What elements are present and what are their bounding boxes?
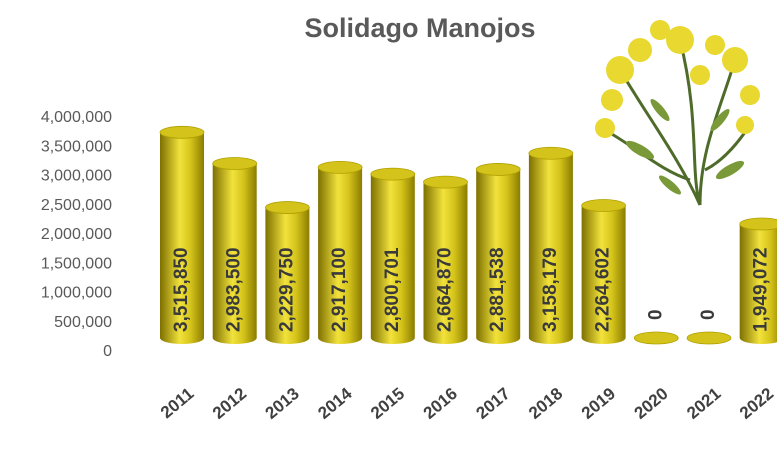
y-tick-label: 0 [103, 343, 112, 360]
bar: 2,229,750 [265, 202, 309, 344]
y-tick-label: 4,000,000 [41, 109, 112, 126]
bar-top [160, 126, 204, 138]
value-label: 2,664,870 [435, 247, 456, 332]
bar-top [265, 202, 309, 214]
bar: 2,264,602 [582, 200, 626, 344]
value-label: 2,800,701 [382, 247, 403, 332]
bar: 2,800,701 [371, 168, 415, 344]
x-tick-label: 2012 [209, 384, 250, 423]
bar-top [213, 157, 257, 169]
value-label: 2,983,500 [224, 247, 245, 332]
chart: Solidago Manojos 0 500,000 1,000,000 1,500,… [0, 0, 777, 458]
y-tick-label: 1,500,000 [41, 255, 112, 272]
x-tick-label: 2021 [683, 384, 724, 423]
value-label: 0 [698, 309, 719, 320]
value-label: 1,949,072 [751, 247, 772, 332]
value-label: 2,229,750 [276, 247, 297, 332]
x-tick-label: 2016 [420, 384, 461, 423]
x-tick-label: 2011 [157, 384, 197, 422]
y-tick-label: 500,000 [54, 314, 112, 331]
x-tick-label: 2019 [578, 384, 619, 423]
x-tick-label: 2014 [314, 384, 356, 423]
y-tick-label: 1,000,000 [41, 285, 112, 302]
bar-top [318, 161, 362, 173]
x-tick-label: 2017 [472, 384, 513, 423]
bar-top [740, 218, 777, 230]
bar: 3,515,850 [160, 126, 204, 344]
bar: 2,664,870 [424, 176, 468, 344]
bar-top [476, 163, 520, 175]
value-label: 3,515,850 [171, 247, 192, 332]
plant-illustration [595, 20, 760, 205]
y-tick-label: 2,000,000 [41, 226, 112, 243]
value-label: 2,881,538 [487, 247, 508, 332]
bar: 0 [634, 309, 678, 344]
bar-top [424, 176, 468, 188]
x-tick-label: 2022 [736, 384, 777, 423]
chart-title: Solidago Manojos [304, 13, 535, 43]
bar: 2,881,538 [476, 163, 520, 344]
x-tick-label: 2018 [525, 384, 566, 423]
value-label: 2,264,602 [593, 247, 614, 332]
bar: 0 [687, 309, 731, 344]
bar: 2,917,100 [318, 161, 362, 344]
bar: 3,158,179 [529, 147, 573, 344]
value-label: 3,158,179 [540, 247, 561, 332]
value-label: 0 [645, 309, 666, 320]
value-label: 2,917,100 [329, 247, 350, 332]
bar-top [371, 168, 415, 180]
x-tick-label: 2015 [367, 384, 408, 423]
bar-top [634, 332, 678, 344]
x-tick-label: 2013 [262, 384, 303, 423]
x-tick-label: 2020 [631, 384, 672, 423]
y-tick-label: 3,500,000 [41, 138, 112, 155]
bar-top [687, 332, 731, 344]
bar-top [529, 147, 573, 159]
bar-top [582, 200, 626, 212]
y-tick-label: 2,500,000 [41, 197, 112, 214]
bar: 2,983,500 [213, 157, 257, 344]
y-tick-label: 3,000,000 [41, 168, 112, 185]
bar: 1,949,072 [740, 218, 777, 344]
